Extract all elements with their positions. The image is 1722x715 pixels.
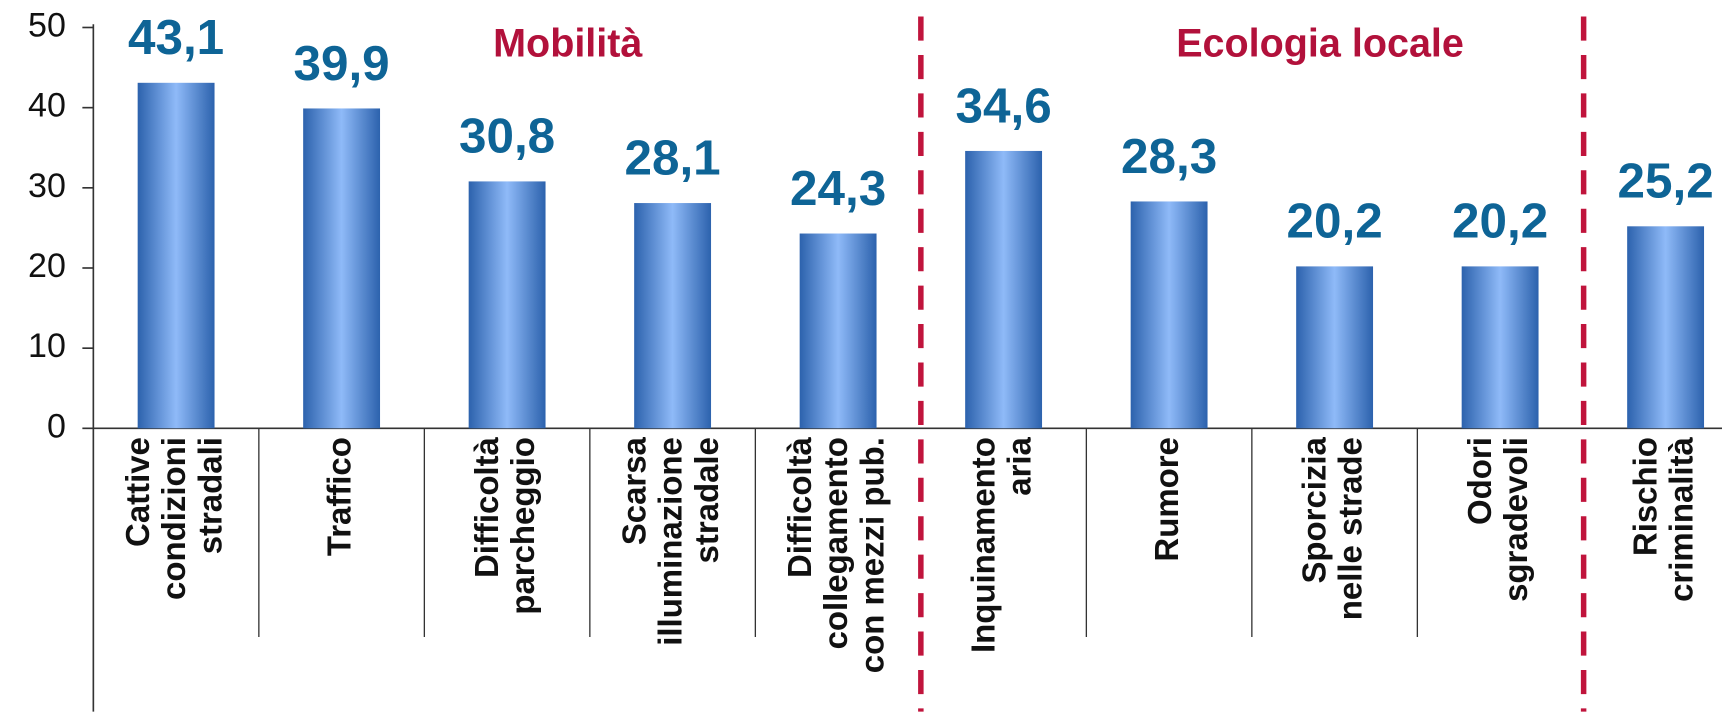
x-tick-label-line: stradali [191,437,228,554]
y-tick-label: 0 [47,407,66,445]
y-tick-label: 50 [28,6,66,44]
x-tick-label-line: con mezzi pub. [853,437,890,673]
x-tick-label: Rumore [1148,437,1185,561]
x-tick-label-line: Difficoltà [468,436,505,578]
y-tick-label: 10 [28,327,66,365]
x-tick-label-line: Cattive [119,437,156,547]
y-tick-label: 20 [28,247,66,285]
x-tick-label-line: Difficoltà [781,436,818,578]
bar [965,150,1043,429]
value-label: 43,1 [128,10,224,65]
x-tick-label-line: sgradevoli [1497,437,1534,602]
x-tick-label-line: aria [1000,436,1037,495]
x-tick-label: Cattivecondizionistradali [119,437,228,600]
value-label: 28,1 [625,130,721,185]
value-label: 34,6 [956,78,1052,133]
value-label: 25,2 [1618,154,1714,209]
x-tick-label-line: collegamento [817,437,854,649]
x-tick-label: Sporcizianelle strade [1295,436,1368,620]
x-tick-label: Difficoltàparcheggio [468,436,541,614]
value-label: 39,9 [294,36,390,91]
bar [1130,201,1208,429]
x-tick-label-line: illuminazione [651,437,688,646]
value-label: 20,2 [1452,194,1548,249]
x-tick-label-line: Rumore [1148,437,1185,561]
value-label: 30,8 [459,109,555,164]
bar [137,82,215,429]
x-tick-label-line: stradale [688,437,725,563]
bar [303,108,381,429]
y-tick-label: 30 [28,167,66,205]
bar [1296,266,1374,429]
x-tick-label-line: condizioni [155,437,192,600]
x-tick-label-line: Scarsa [615,436,652,545]
x-tick-label-line: Sporcizia [1295,436,1332,583]
x-tick-label: Difficoltàcollegamentocon mezzi pub. [781,436,890,673]
x-tick-label: Traffico [320,437,357,556]
x-tick-label-line: Rischio [1626,437,1663,556]
value-label: 28,3 [1121,129,1217,184]
x-tick-label-line: criminalità [1662,436,1699,601]
x-tick-label: Odorisgradevoli [1461,437,1534,602]
bar [1627,226,1705,429]
value-label: 20,2 [1287,194,1383,249]
bar [468,181,546,429]
bar [634,203,712,429]
x-tick-label-line: parcheggio [504,437,541,615]
bar [799,233,877,429]
group-label: Mobilità [493,22,643,66]
x-tick-label-line: Inquinamento [964,437,1001,653]
bar [1461,266,1539,429]
group-label: Ecologia locale [1176,22,1464,66]
value-label: 24,3 [790,161,886,216]
x-tick-label-line: Odori [1461,437,1498,525]
x-tick-label: Rischiocriminalità [1626,436,1699,601]
x-tick-label: Scarsailluminazionestradale [615,436,724,645]
y-tick-label: 40 [28,87,66,125]
x-tick-label-line: nelle strade [1331,437,1368,620]
x-tick-label-line: Traffico [320,437,357,556]
x-tick-label: Inquinamentoaria [964,436,1037,653]
